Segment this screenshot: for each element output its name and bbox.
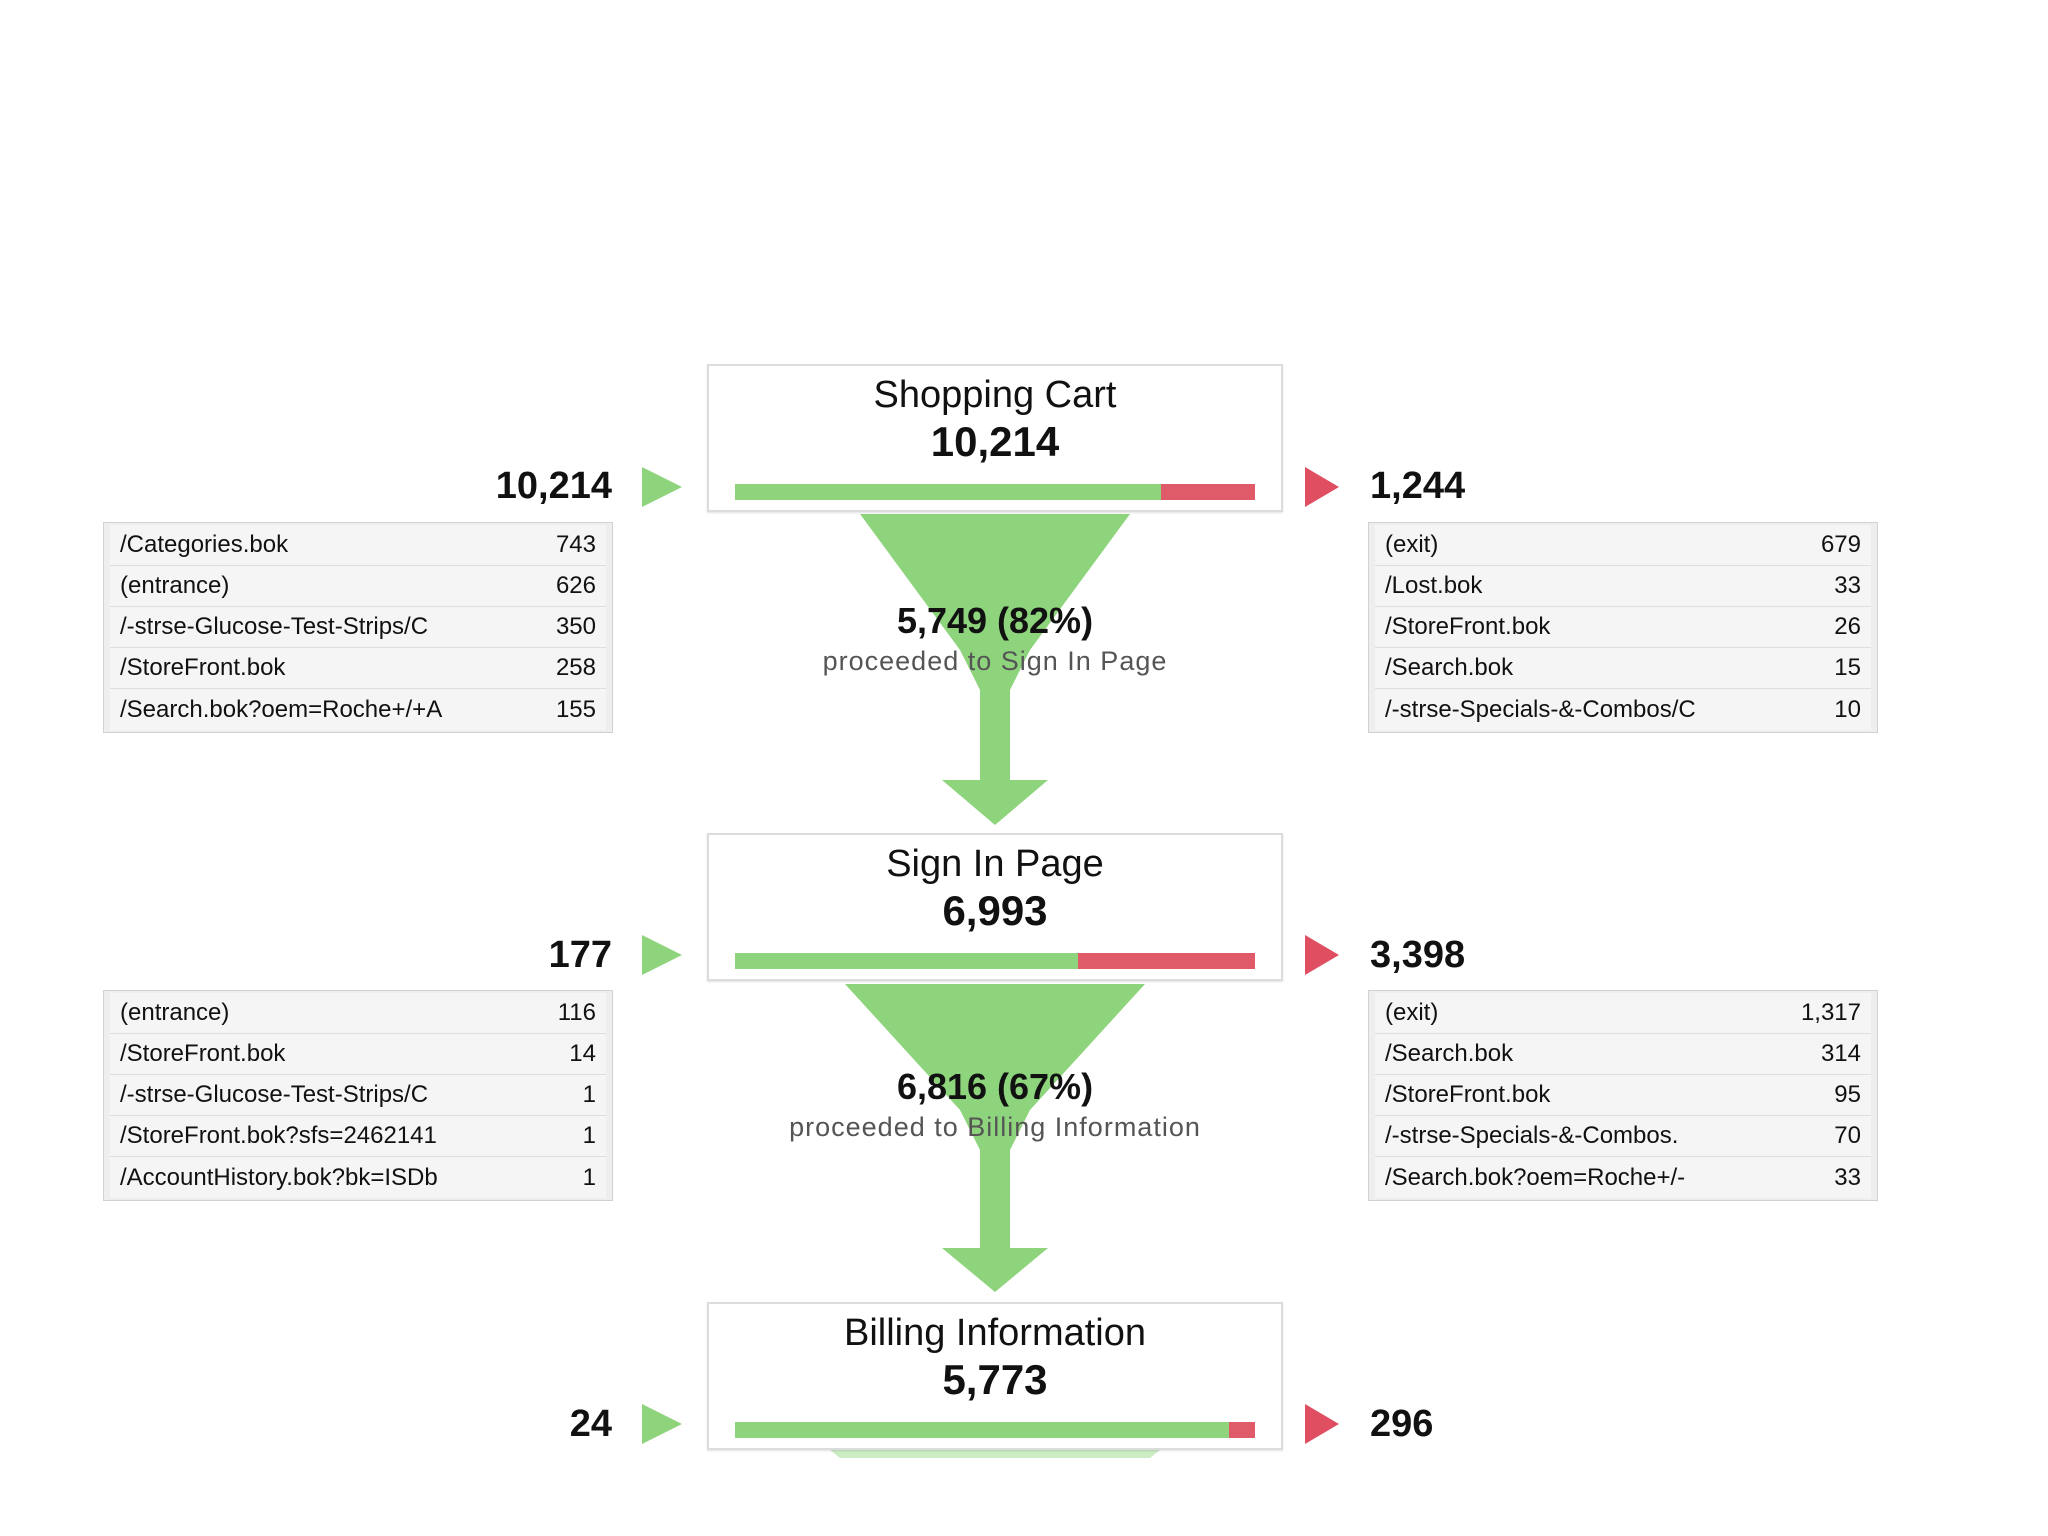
step-progress-bar: [735, 953, 1255, 969]
entry-sources-table: (entrance) 116 /StoreFront.bok 14 /-strse-…: [103, 990, 613, 1201]
table-row: /Categories.bok 743: [110, 525, 606, 566]
table-row: /StoreFront.bok 258: [110, 648, 606, 689]
step-name: Sign In Page: [886, 843, 1104, 885]
exit-destinations-table: (exit) 1,317 /Search.bok 314 /StoreFront.b…: [1368, 990, 1878, 1201]
step-progress-fill: [735, 484, 1162, 500]
exit-arrow-icon: [1305, 935, 1339, 975]
table-row: /AccountHistory.bok?bk=ISDb 1: [110, 1157, 606, 1198]
proceed-summary: 5,749 (82%) proceeded to Sign In Page: [720, 600, 1270, 677]
step-box-sign-in-page: Sign In Page 6,993: [707, 833, 1283, 981]
table-row: /StoreFront.bok 14: [110, 1034, 606, 1075]
exit-total: 296: [1370, 1403, 1434, 1445]
entry-total: 177: [548, 934, 612, 976]
step-name: Billing Information: [843, 1312, 1147, 1354]
table-row: /-strse-Specials-&-Combos. 70: [1375, 1116, 1871, 1157]
table-row: (exit) 1,317: [1375, 993, 1871, 1034]
step-count: 5,773: [942, 1356, 1048, 1403]
table-row: /-strse-Specials-&-Combos/C 10: [1375, 689, 1871, 730]
proceed-count: 5,749 (82%): [896, 600, 1094, 641]
entry-total: 24: [569, 1403, 612, 1445]
entry-sources-table: /Categories.bok 743 (entrance) 626 /-strse…: [103, 522, 613, 733]
table-row: /Search.bok?oem=Roche+/- 33: [1375, 1157, 1871, 1198]
step-box-shopping-cart: Shopping Cart 10,214: [707, 364, 1283, 512]
exit-total: 1,244: [1370, 465, 1466, 507]
exit-total: 3,398: [1370, 934, 1466, 976]
table-row: /StoreFront.bok?sfs=2462141 1: [110, 1116, 606, 1157]
funnel-flow-3: [830, 1450, 1160, 1458]
exit-destinations-table: (exit) 679 /Lost.bok 33 /StoreFront.bok 26 …: [1368, 522, 1878, 733]
table-row: (entrance) 626: [110, 566, 606, 607]
proceed-label: proceeded to Sign In Page: [822, 646, 1168, 676]
proceed-count: 6,816 (67%): [896, 1066, 1094, 1107]
table-row: /-strse-Glucose-Test-Strips/C 350: [110, 607, 606, 648]
funnel-flow-1: [860, 514, 1130, 825]
entry-arrow-icon: [642, 1404, 682, 1444]
funnel-flow-2: [845, 984, 1145, 1292]
table-row: /Search.bok?oem=Roche+/+A 155: [110, 689, 606, 730]
table-row: (exit) 679: [1375, 525, 1871, 566]
step-count: 10,214: [930, 418, 1060, 465]
table-row: /Lost.bok 33: [1375, 566, 1871, 607]
step-progress-fill: [735, 953, 1079, 969]
exit-arrow-icon: [1305, 467, 1339, 507]
step-progress-bar: [735, 1422, 1255, 1438]
proceed-summary: 6,816 (67%) proceeded to Billing Informa…: [720, 1066, 1270, 1143]
step-name: Shopping Cart: [873, 374, 1117, 416]
table-row: /Search.bok 314: [1375, 1034, 1871, 1075]
proceed-label: proceeded to Billing Information: [789, 1112, 1201, 1142]
entry-arrow-icon: [642, 467, 682, 507]
step-count: 6,993: [942, 887, 1048, 934]
entry-total: 10,214: [495, 465, 612, 507]
entry-arrow-icon: [642, 935, 682, 975]
table-row: /-strse-Glucose-Test-Strips/C 1: [110, 1075, 606, 1116]
table-row: /StoreFront.bok 95: [1375, 1075, 1871, 1116]
exit-arrow-icon: [1305, 1404, 1339, 1444]
step-progress-fill: [735, 1422, 1229, 1438]
table-row: /Search.bok 15: [1375, 648, 1871, 689]
step-progress-bar: [735, 484, 1255, 500]
table-row: (entrance) 116: [110, 993, 606, 1034]
step-box-billing-information: Billing Information 5,773: [707, 1302, 1283, 1450]
table-row: /StoreFront.bok 26: [1375, 607, 1871, 648]
